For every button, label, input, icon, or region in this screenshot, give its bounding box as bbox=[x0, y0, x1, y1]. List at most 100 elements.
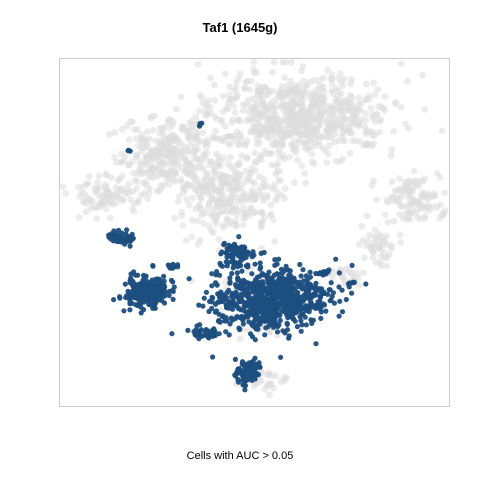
highlighted-cell-point bbox=[263, 325, 269, 331]
highlighted-cell-point bbox=[200, 303, 206, 309]
highlighted-cell-point bbox=[225, 253, 232, 259]
background-cell-point bbox=[271, 127, 278, 134]
background-cell-point bbox=[270, 181, 278, 189]
background-cell-point bbox=[283, 92, 291, 99]
highlighted-cell-point bbox=[337, 298, 343, 304]
background-cell-point bbox=[142, 136, 150, 144]
highlighted-cell-point bbox=[238, 281, 244, 287]
background-cell-point bbox=[144, 143, 152, 151]
background-cell-point bbox=[438, 127, 446, 135]
background-cell-point bbox=[201, 176, 208, 184]
background-cell-point bbox=[266, 117, 274, 125]
background-cell-point bbox=[219, 92, 227, 100]
highlighted-cell-point bbox=[239, 253, 245, 259]
background-cell-point bbox=[308, 150, 316, 158]
background-cell-point bbox=[276, 127, 283, 135]
highlighted-cell-point bbox=[310, 291, 317, 297]
background-cell-point bbox=[383, 262, 391, 270]
background-cell-point bbox=[419, 71, 426, 79]
highlighted-cell-point bbox=[258, 250, 264, 256]
highlighted-cell-point bbox=[239, 268, 245, 274]
background-cell-point bbox=[238, 152, 246, 160]
highlighted-cell-point bbox=[264, 287, 270, 293]
background-cell-point bbox=[187, 161, 194, 169]
background-cell-point bbox=[346, 149, 354, 157]
highlighted-cell-point bbox=[236, 234, 242, 240]
background-cell-point bbox=[244, 154, 251, 162]
highlighted-cell-point bbox=[247, 282, 253, 288]
background-cell-point bbox=[390, 127, 398, 135]
background-cell-point bbox=[281, 155, 289, 163]
background-cell-point bbox=[75, 183, 82, 191]
highlighted-cell-point bbox=[255, 322, 261, 328]
background-cell-point bbox=[273, 138, 280, 146]
highlighted-cell-point bbox=[270, 291, 276, 298]
background-cell-point bbox=[218, 177, 226, 185]
highlighted-cell-point bbox=[211, 326, 217, 332]
background-cell-point bbox=[112, 199, 120, 207]
highlighted-cell-point bbox=[111, 297, 117, 303]
background-cell-point bbox=[171, 159, 179, 167]
highlighted-cell-point bbox=[279, 299, 286, 305]
background-cell-point bbox=[397, 60, 405, 68]
background-cell-point bbox=[197, 212, 205, 219]
highlighted-cell-point bbox=[145, 286, 151, 292]
highlighted-cell-point bbox=[258, 308, 264, 315]
highlighted-cell-point bbox=[304, 289, 310, 295]
highlighted-cell-point bbox=[227, 246, 233, 253]
background-cell-point bbox=[215, 236, 223, 244]
highlighted-cell-point bbox=[245, 312, 251, 318]
highlighted-cell-point bbox=[276, 256, 282, 262]
background-cell-point bbox=[181, 185, 189, 193]
background-cell-point bbox=[241, 179, 248, 187]
background-cell-point bbox=[341, 115, 348, 122]
background-cell-point bbox=[264, 382, 271, 390]
highlighted-cell-point bbox=[286, 333, 292, 339]
background-cell-point bbox=[279, 142, 286, 150]
background-cell-point bbox=[119, 197, 127, 204]
background-cell-point bbox=[232, 203, 240, 211]
background-cell-point bbox=[433, 169, 441, 177]
background-cell-point bbox=[347, 80, 354, 88]
background-cell-point bbox=[178, 123, 186, 131]
background-cell-point bbox=[225, 140, 233, 148]
background-cell-point bbox=[205, 222, 213, 230]
highlighted-cell-point bbox=[212, 332, 218, 338]
background-cell-point bbox=[236, 335, 244, 343]
highlighted-cell-point bbox=[150, 305, 156, 311]
background-cell-point bbox=[274, 190, 282, 198]
background-cell-point bbox=[238, 195, 246, 202]
highlighted-cell-point bbox=[294, 324, 300, 330]
background-cell-point bbox=[302, 179, 309, 187]
background-cell-point bbox=[259, 95, 267, 103]
background-cell-point bbox=[261, 147, 269, 155]
highlighted-cell-point bbox=[229, 293, 235, 300]
highlighted-cell-point bbox=[325, 291, 331, 297]
background-cell-point bbox=[125, 180, 133, 188]
background-cell-point bbox=[298, 118, 306, 126]
background-cell-point bbox=[320, 88, 328, 96]
highlighted-cell-point bbox=[339, 287, 345, 293]
highlighted-cell-point bbox=[320, 270, 326, 277]
background-cell-point bbox=[78, 189, 85, 196]
highlighted-cell-point bbox=[244, 367, 250, 373]
background-cell-point bbox=[310, 160, 318, 168]
background-cell-point bbox=[414, 206, 421, 214]
background-cell-point bbox=[299, 63, 307, 70]
background-cell-point bbox=[235, 161, 242, 169]
background-cell-point bbox=[188, 216, 196, 224]
highlighted-cell-point bbox=[309, 320, 315, 326]
background-cell-point bbox=[281, 195, 288, 202]
background-cell-point bbox=[202, 112, 210, 120]
highlighted-cell-point bbox=[225, 259, 231, 265]
background-cell-point bbox=[149, 166, 157, 174]
background-cell-point bbox=[203, 170, 211, 178]
background-cell-point bbox=[167, 147, 175, 155]
background-cell-point bbox=[323, 159, 331, 167]
highlighted-cell-point bbox=[318, 315, 324, 321]
background-cell-point bbox=[200, 220, 208, 227]
highlighted-cell-point bbox=[133, 302, 139, 308]
background-cell-point bbox=[146, 185, 154, 192]
highlighted-cell-point bbox=[169, 331, 175, 337]
